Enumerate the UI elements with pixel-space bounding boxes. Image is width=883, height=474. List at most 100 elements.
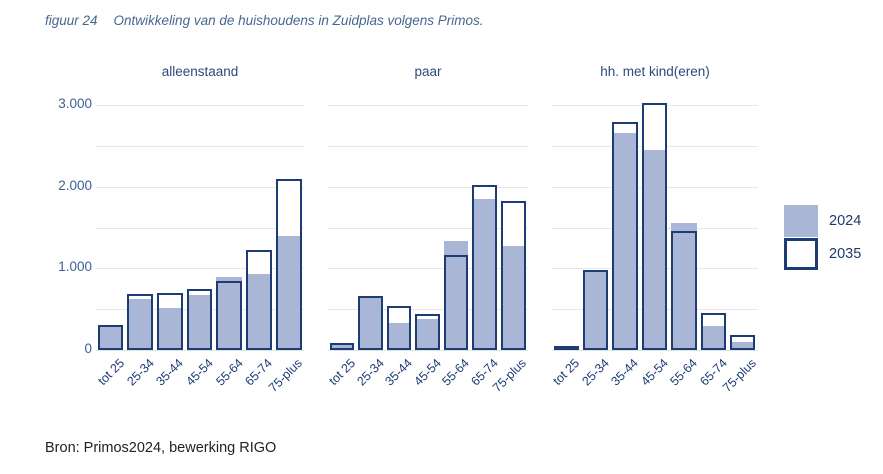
- x-axis-tick-label: 25-34: [353, 356, 387, 389]
- bar-2024: [386, 322, 412, 350]
- panel-plot-area: tot 25 25-34 35-44 45-54 55-64 65-74 75-plus: [326, 105, 529, 395]
- x-axis-tick-label: 45-54: [183, 356, 216, 389]
- figure-number: figuur 24: [45, 13, 98, 28]
- bar-2035-outline: [671, 230, 697, 350]
- bar-group: tot 25: [326, 105, 358, 388]
- bar-group: tot 25: [95, 105, 127, 388]
- source-note: Bron: Primos2024, bewerking RIGO: [45, 440, 277, 456]
- legend: 2024 2035: [784, 204, 861, 270]
- bar-2035-outline: [127, 294, 153, 350]
- bar-2024: [443, 240, 469, 350]
- x-axis-tick-label: tot 25: [325, 356, 358, 389]
- gridline: [328, 227, 528, 229]
- bar-2035-outline: [443, 255, 469, 350]
- legend-label-2035: 2035: [829, 245, 862, 262]
- x-axis-tick-label: 55-64: [213, 356, 246, 389]
- bar-group: 55-64: [440, 105, 472, 389]
- bar-2035-outline: [186, 289, 213, 350]
- x-axis-tick-label: tot 25: [94, 356, 127, 389]
- gridline: [328, 309, 528, 311]
- panel-title: alleenstaand: [161, 64, 239, 79]
- bar-2024: [641, 149, 668, 350]
- bar-group: 75-plus: [720, 105, 759, 395]
- bar-group: 65-74: [697, 105, 730, 389]
- x-axis-tick-label: 75-plus: [266, 356, 306, 395]
- bar-2024: [582, 270, 609, 350]
- gridline: [328, 105, 528, 106]
- bar-2024: [246, 274, 272, 350]
- bar-group: tot 25: [550, 105, 583, 388]
- x-axis-tick-label: 55-64: [667, 356, 701, 389]
- bar-2024: [671, 222, 697, 350]
- bar-2035-outline: [246, 249, 272, 350]
- x-axis-tick-label: 25-34: [579, 356, 612, 389]
- bar-2035-outline: [415, 314, 440, 350]
- bar-group: 35-44: [154, 105, 186, 389]
- bar-2024: [275, 235, 302, 350]
- bar-2024: [500, 246, 526, 350]
- figure-title: figuur 24 Ontwikkeling van de huishoudens…: [45, 13, 484, 28]
- panel-title: paar: [414, 64, 442, 79]
- gridline: [96, 105, 304, 106]
- x-axis-tick-label: 35-44: [382, 356, 416, 389]
- x-axis-tick-label: tot 25: [550, 356, 583, 389]
- bar-group: 35-44: [383, 105, 415, 389]
- bar-2024: [216, 277, 243, 350]
- bar-group: 45-54: [638, 103, 671, 389]
- gridline: [328, 268, 528, 270]
- bar-2035-outline: [275, 179, 302, 350]
- bar-group: 75-plus: [490, 105, 529, 395]
- x-axis-tick-label: 35-44: [153, 356, 187, 389]
- bar-2035-outline: [329, 343, 355, 350]
- bar-2024: [97, 326, 124, 350]
- bar-2035-outline: [612, 122, 638, 350]
- legend-swatch-2024: [784, 204, 818, 237]
- bar-group: 35-44: [609, 105, 641, 389]
- panel-title: hh. met kind(eren): [600, 64, 710, 79]
- bar-2035-outline: [216, 281, 243, 350]
- gridline: [328, 186, 528, 188]
- legend-item-2024: 2024: [784, 204, 861, 237]
- y-axis-tick-label: 1.000: [58, 259, 92, 275]
- bar-2024: [472, 198, 497, 350]
- x-axis-tick-label: 45-54: [411, 356, 444, 389]
- x-axis-tick-label: 45-54: [638, 356, 671, 389]
- bar-group: 75-plus: [266, 105, 305, 395]
- bar-group: 65-74: [243, 105, 275, 389]
- bar-2035-outline: [553, 346, 579, 350]
- bar-2024: [415, 319, 440, 350]
- bar-group: 25-34: [354, 105, 386, 389]
- y-axis-tick-label: 0: [84, 341, 92, 356]
- legend-item-2035: 2035: [784, 237, 861, 270]
- bar-group: 45-54: [411, 105, 444, 389]
- legend-swatch-2035: [784, 237, 818, 270]
- y-axis-tick-label: 2.000: [58, 177, 92, 193]
- gridline: [96, 186, 304, 188]
- bar-2035-outline: [500, 200, 526, 350]
- figure-title-text: Ontwikkeling van de huishoudens in Zuidp…: [113, 13, 484, 28]
- x-axis-tick-label: 25-34: [123, 356, 157, 389]
- x-axis-tick-label: 35-44: [608, 356, 642, 389]
- bar-2024: [127, 299, 153, 350]
- bar-2024: [730, 342, 756, 350]
- y-axis-tick-label: 3.000: [58, 96, 92, 111]
- gridline: [96, 268, 304, 270]
- bar-2035-outline: [386, 305, 412, 350]
- bar-group: 25-34: [124, 105, 156, 389]
- legend-label-2024: 2024: [829, 212, 862, 229]
- bar-2024: [329, 343, 355, 350]
- bar-2024: [358, 296, 383, 350]
- bar-group: 55-64: [213, 105, 246, 389]
- bar-2024: [700, 325, 727, 350]
- bar-group: 65-74: [468, 105, 501, 389]
- bar-2035-outline: [97, 325, 124, 350]
- bar-2035-outline: [156, 292, 183, 350]
- bar-2035-outline: [472, 185, 497, 350]
- gridline: [96, 145, 304, 147]
- bar-group: 55-64: [668, 105, 700, 389]
- gridline: [328, 145, 528, 147]
- bar-2035-outline: [358, 295, 383, 350]
- panel-plot-area: tot 25 25-34 35-44 45-54 55-64 65-74 75-plus: [95, 105, 305, 395]
- panel-plot-area: tot 25 25-34 35-44 45-54 55-64 65-74 75-plus: [550, 103, 759, 395]
- x-axis-tick-label: 55-64: [439, 356, 473, 389]
